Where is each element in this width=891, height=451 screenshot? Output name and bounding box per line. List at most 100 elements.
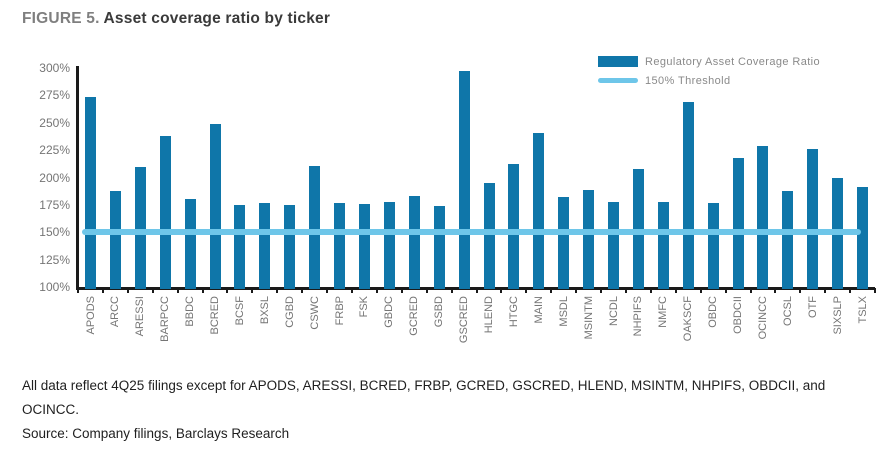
x-axis-tick (201, 288, 204, 293)
legend-label: 150% Threshold (645, 74, 731, 87)
bar-FSK (358, 203, 370, 289)
x-tick-label-HLEND: HLEND (483, 296, 495, 334)
x-tick-label-OBDCII: OBDCII (732, 296, 744, 334)
x-tick-label-NHPIFS: NHPIFS (632, 296, 645, 337)
x-axis-tick (425, 288, 428, 293)
legend-label: Regulatory Asset Coverage Ratio (645, 55, 821, 68)
x-tick-label-MAIN: MAIN (532, 296, 545, 324)
bar-FRBP (334, 202, 345, 289)
x-axis-tick (326, 288, 329, 293)
x-axis-tick (525, 288, 528, 293)
x-tick-label-GSCRED: GSCRED (458, 296, 470, 344)
bar-HTGC (508, 164, 520, 289)
x-tick-label-CSWC: CSWC (308, 296, 321, 330)
x-tick-label-OCINCC: OCINCC (756, 296, 769, 340)
y-tick-label: 275% (39, 88, 70, 103)
bar-BBDC (184, 199, 196, 289)
x-axis-tick (251, 288, 254, 293)
x-tick-label-TSLX: TSLX (856, 296, 869, 324)
x-tick-label-APODS: APODS (84, 296, 97, 335)
bar-BCSF (234, 204, 246, 289)
bar-NMFC (657, 201, 669, 289)
bar-OCSL (782, 190, 794, 289)
x-axis-tick (301, 288, 304, 293)
bar-GSBD (433, 206, 445, 289)
x-tick-label-FRBP: FRBP (333, 296, 346, 326)
bar-OAKSCF (682, 101, 694, 289)
bar-OTF (807, 149, 819, 289)
y-tick-label: 100% (39, 280, 70, 294)
source-text: Source: Company filings, Barclays Resear… (22, 426, 290, 441)
figure-title-text: Asset coverage ratio by ticker (103, 10, 331, 27)
legend-item-threshold: 150% Threshold (598, 71, 820, 90)
footnote-block: All data reflect 4Q25 filings except for… (22, 374, 878, 446)
bar-MAIN (533, 132, 545, 289)
x-axis-tick (849, 288, 852, 293)
x-tick-label-OCSL: OCSL (781, 296, 794, 326)
x-tick-label-OAKSCF: OAKSCF (682, 296, 695, 342)
bar-MSDL (558, 197, 570, 289)
x-tick-label-BXSL: BXSL (258, 296, 271, 325)
x-axis-tick (674, 288, 677, 293)
x-axis-tick (226, 288, 229, 293)
x-tick-label-NCDL: NCDL (607, 296, 620, 326)
figure-title: FIGURE 5. Asset coverage ratio by ticker (22, 10, 330, 28)
x-axis-tick (699, 288, 702, 293)
x-axis-tick (351, 288, 353, 293)
x-tick-label-HTGC: HTGC (507, 296, 520, 328)
x-axis-tick (101, 288, 104, 293)
x-axis-tick (77, 288, 79, 293)
x-tick-label-GCRED: GCRED (408, 296, 421, 336)
bar-OBDC (707, 202, 719, 289)
x-tick-label-OBDC: OBDC (707, 296, 720, 328)
x-tick-label-GBDC: GBDC (383, 296, 396, 328)
x-tick-label-CGBD: CGBD (283, 296, 296, 328)
bar-CSWC (309, 165, 321, 289)
line-swatch-icon (598, 78, 638, 83)
x-axis-tick (375, 288, 378, 293)
y-tick-label: 200% (39, 170, 70, 185)
x-tick-label-BBDC: BBDC (184, 296, 197, 327)
bar-CGBD (284, 204, 296, 289)
x-axis-tick (649, 288, 652, 293)
footnote-text: All data reflect 4Q25 filings except for… (22, 378, 826, 417)
x-tick-label-FSK: FSK (358, 296, 371, 318)
x-tick-label-ARESSI: ARESSI (134, 296, 147, 337)
bar-GBDC (383, 201, 395, 289)
bar-ARESSI (134, 166, 146, 289)
x-axis-tick (475, 288, 478, 293)
x-tick-label-BARPCC: BARPCC (159, 296, 172, 342)
bar-HLEND (483, 183, 495, 289)
x-tick-label-ARCC: ARCC (109, 296, 122, 328)
x-tick-label-BCRED: BCRED (209, 296, 221, 335)
bar-GSCRED (458, 71, 470, 289)
bar-BCRED (209, 123, 221, 289)
y-tick-label: 250% (39, 115, 70, 130)
x-axis-tick (749, 288, 752, 293)
bar-MSINTM (583, 189, 595, 289)
x-tick-label-MSDL: MSDL (557, 296, 570, 327)
x-axis-tick (874, 288, 876, 293)
bar-TSLX (857, 187, 868, 289)
x-axis-tick (824, 288, 827, 293)
x-axis-tick (600, 288, 602, 293)
bar-OCINCC (757, 145, 769, 289)
x-axis-tick (176, 288, 179, 293)
x-axis-tick (450, 288, 453, 293)
bar-swatch-icon (598, 56, 638, 67)
figure-number: FIGURE 5. (22, 10, 100, 27)
x-tick-label-SIXSLP: SIXSLP (831, 296, 844, 335)
x-axis-tick (500, 288, 503, 293)
legend-item-regulatory: Regulatory Asset Coverage Ratio (598, 52, 820, 71)
x-tick-label-OTF: OTF (806, 296, 819, 318)
x-axis-tick (799, 288, 802, 293)
x-tick-label-GSBD: GSBD (433, 296, 446, 328)
y-tick-label: 225% (39, 143, 70, 158)
x-axis-tick (774, 288, 777, 293)
bar-NHPIFS (632, 168, 644, 289)
x-tick-label-MSINTM: MSINTM (582, 296, 595, 340)
bar-APODS (85, 96, 96, 289)
y-tick-label: 300% (39, 61, 70, 75)
